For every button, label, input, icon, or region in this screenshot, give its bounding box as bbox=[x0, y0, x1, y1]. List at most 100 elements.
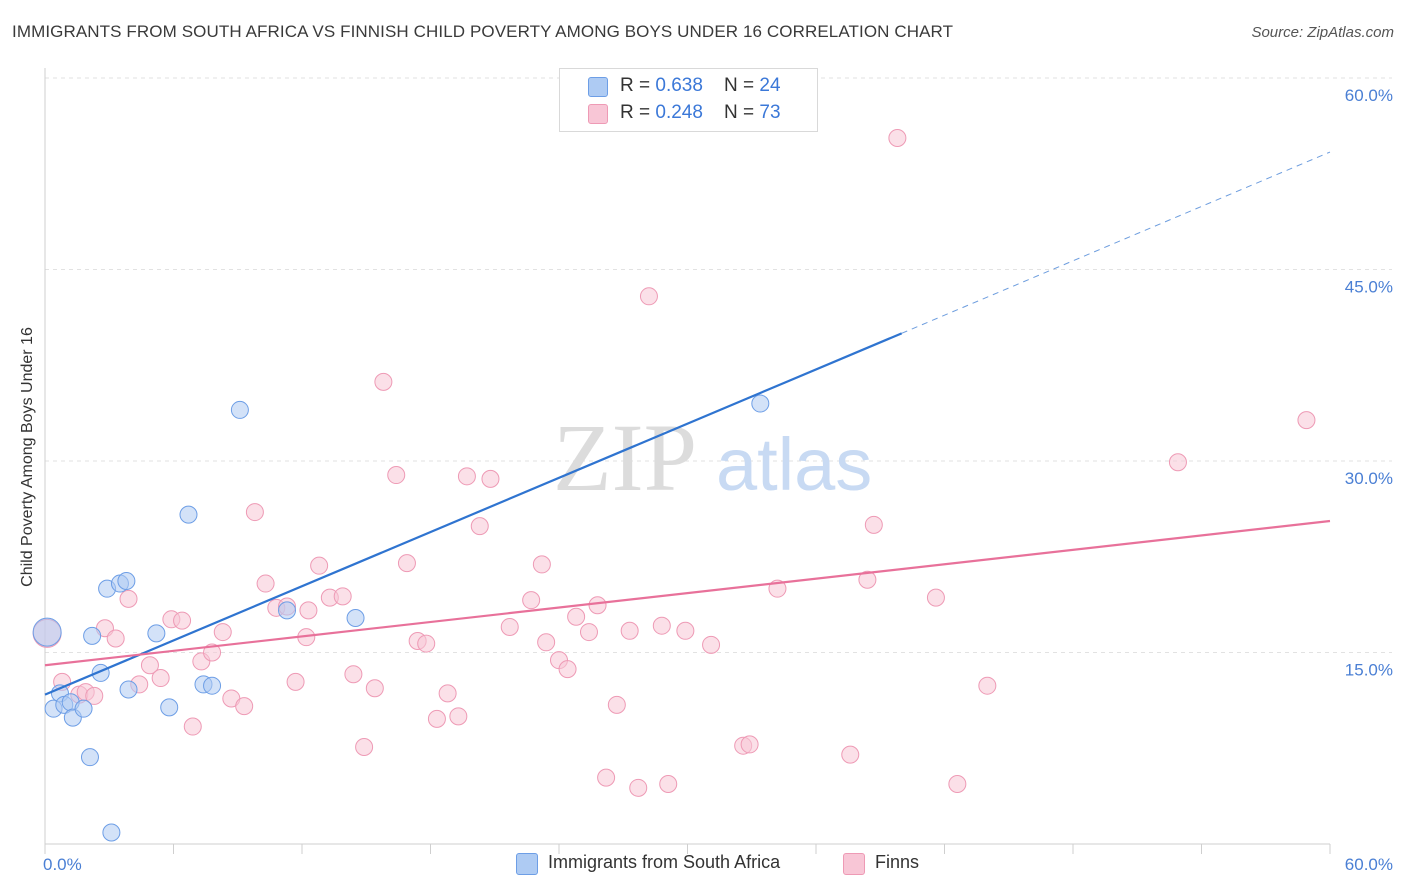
data-point bbox=[864, 515, 883, 534]
stats-legend: R = 0.638 N = 24 R = 0.248 N = 73 bbox=[559, 68, 818, 132]
data-point bbox=[888, 129, 907, 148]
data-point bbox=[374, 372, 393, 391]
data-point bbox=[179, 505, 198, 524]
data-point bbox=[417, 634, 436, 653]
legend-n-label: N = bbox=[724, 75, 760, 96]
data-point bbox=[740, 735, 759, 754]
data-point bbox=[659, 774, 678, 793]
data-point bbox=[449, 707, 468, 726]
data-point bbox=[230, 400, 249, 419]
data-point bbox=[620, 621, 639, 640]
legend-r-value: 0.638 bbox=[655, 75, 703, 96]
legend-n-value: 24 bbox=[759, 75, 781, 96]
data-point bbox=[978, 676, 997, 695]
x-tick-label: 0.0% bbox=[43, 855, 82, 874]
data-point bbox=[140, 656, 159, 675]
legend-swatch-finns bbox=[843, 853, 865, 875]
legend-swatch-finns bbox=[588, 104, 608, 124]
data-point bbox=[286, 672, 305, 691]
data-point bbox=[299, 601, 318, 620]
data-point bbox=[173, 611, 192, 630]
data-point bbox=[245, 503, 264, 522]
grid-lines bbox=[45, 77, 1392, 653]
data-point bbox=[537, 633, 556, 652]
data-point bbox=[438, 684, 457, 703]
data-point bbox=[213, 623, 232, 642]
data-point bbox=[858, 570, 877, 589]
data-point bbox=[119, 680, 138, 699]
data-point bbox=[74, 699, 93, 718]
data-point bbox=[346, 609, 365, 628]
data-point bbox=[333, 587, 352, 606]
data-point bbox=[106, 629, 125, 648]
trend-line bbox=[44, 332, 903, 696]
data-point bbox=[83, 626, 102, 645]
data-point bbox=[579, 623, 598, 642]
legend-label-finns: Finns bbox=[875, 852, 920, 872]
data-point bbox=[147, 624, 166, 643]
legend-r-label: R = bbox=[620, 102, 656, 123]
data-point bbox=[85, 686, 104, 705]
data-point bbox=[457, 467, 476, 486]
data-point bbox=[151, 669, 170, 688]
data-point bbox=[160, 698, 179, 717]
source-label: Source: ZipAtlas.com bbox=[1251, 24, 1394, 41]
data-point bbox=[676, 621, 695, 640]
x-tick-label: 60.0% bbox=[1345, 855, 1393, 874]
data-point bbox=[751, 394, 770, 413]
data-point bbox=[32, 617, 62, 647]
legend-n-value: 73 bbox=[759, 102, 781, 123]
watermark-zip: ZIP bbox=[553, 404, 697, 511]
y-tick-label: 30.0% bbox=[1345, 469, 1393, 488]
data-point bbox=[926, 588, 945, 607]
y-tick-label: 15.0% bbox=[1345, 661, 1393, 680]
legend-swatch-south-africa bbox=[588, 77, 608, 97]
legend-swatch-south-africa bbox=[516, 853, 538, 875]
data-points bbox=[32, 129, 1316, 842]
data-point bbox=[119, 589, 138, 608]
data-point bbox=[256, 574, 275, 593]
watermark-atlas: atlas bbox=[716, 423, 872, 506]
data-point bbox=[558, 660, 577, 679]
data-point bbox=[183, 717, 202, 736]
data-point bbox=[80, 748, 99, 767]
data-point bbox=[387, 466, 406, 485]
trend-lines bbox=[44, 151, 1331, 696]
data-point bbox=[607, 695, 626, 714]
data-point bbox=[470, 517, 489, 536]
data-point bbox=[948, 774, 967, 793]
data-point bbox=[203, 643, 222, 662]
y-tick-label: 60.0% bbox=[1345, 86, 1393, 105]
legend-label-south-africa: Immigrants from South Africa bbox=[548, 852, 781, 872]
chart-title: IMMIGRANTS FROM SOUTH AFRICA VS FINNISH … bbox=[12, 22, 954, 41]
data-point bbox=[355, 737, 374, 756]
data-point bbox=[1297, 411, 1316, 430]
tick-labels: 15.0% 30.0% 45.0% 60.0% 0.0% 60.0% bbox=[43, 86, 1393, 874]
data-point bbox=[500, 617, 519, 636]
data-point bbox=[567, 607, 586, 626]
trend-extension bbox=[901, 151, 1331, 334]
data-point bbox=[310, 556, 329, 575]
data-point bbox=[588, 596, 607, 615]
data-point bbox=[427, 709, 446, 728]
data-point bbox=[629, 778, 648, 797]
data-point bbox=[481, 469, 500, 488]
legend-n-label: N = bbox=[724, 102, 760, 123]
data-point bbox=[278, 601, 297, 620]
data-point bbox=[639, 287, 658, 306]
data-point bbox=[1168, 453, 1187, 472]
watermark: ZIP atlas bbox=[553, 404, 872, 511]
data-point bbox=[532, 555, 551, 574]
data-point bbox=[597, 768, 616, 787]
data-point bbox=[397, 554, 416, 573]
data-point bbox=[652, 616, 671, 635]
y-tick-label: 45.0% bbox=[1345, 278, 1393, 297]
trend-line bbox=[44, 519, 1331, 667]
data-point bbox=[365, 679, 384, 698]
data-point bbox=[702, 635, 721, 654]
legend-r-label: R = bbox=[620, 75, 656, 96]
axes bbox=[44, 68, 1331, 854]
legend-r-value: 0.248 bbox=[655, 102, 703, 123]
data-point bbox=[841, 745, 860, 764]
